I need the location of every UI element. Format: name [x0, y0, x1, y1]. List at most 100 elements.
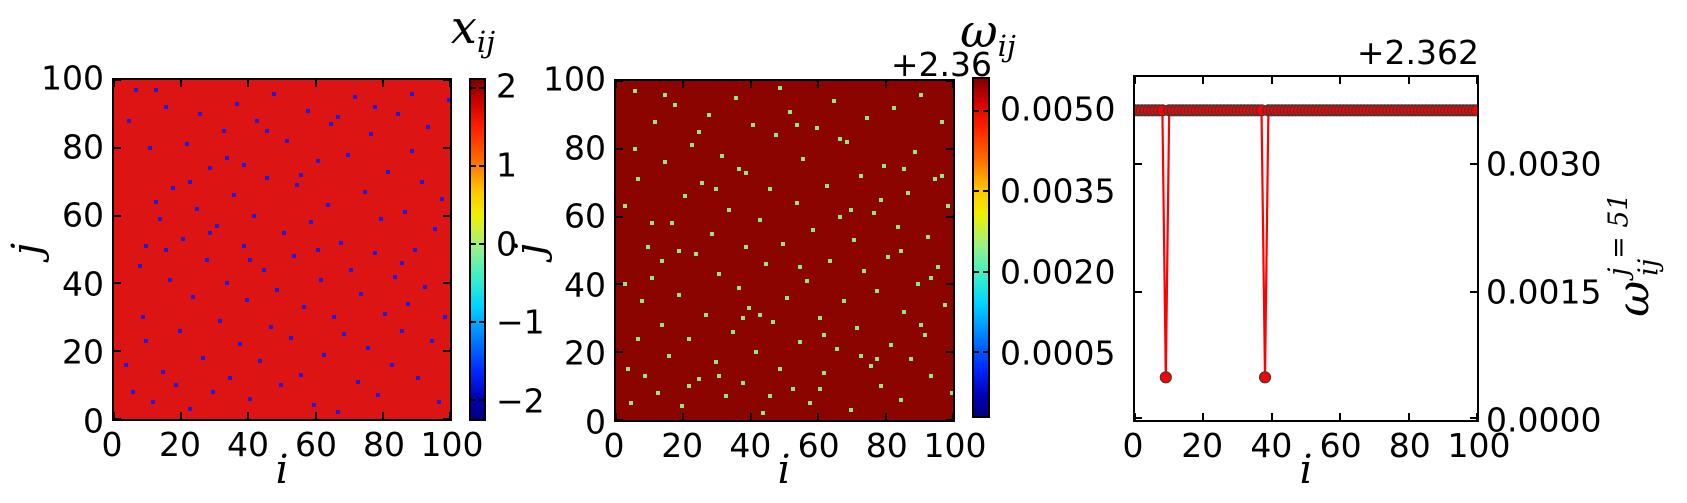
heatmap-cell-dot	[382, 311, 387, 316]
x-tick-mark	[952, 81, 953, 88]
heatmap-cell-dot	[706, 112, 711, 117]
heatmap-cell-dot	[636, 177, 641, 182]
heatmap-cell-dot	[673, 102, 678, 107]
y-tick-mark	[616, 351, 623, 354]
x-tick-label: 80	[1388, 426, 1431, 465]
heatmap-cell-dot	[818, 387, 823, 392]
heatmap-cell-dot	[302, 305, 307, 310]
y-tick-label: 80	[62, 127, 104, 167]
heatmap-cell-dot	[622, 282, 627, 287]
heatmap-cell-dot	[315, 247, 320, 252]
heatmap-cell-dot	[767, 187, 772, 192]
heatmap-cell-dot	[750, 123, 755, 128]
heatmap-cell-dot	[858, 173, 863, 178]
heatmap-cell-dot	[436, 400, 441, 405]
x-tick-mark	[314, 80, 317, 87]
x-tick-label: 60	[1319, 426, 1362, 465]
heatmap-cell-dot	[164, 247, 169, 252]
colorbar-tick-mark	[471, 320, 476, 323]
colorbar-tick-mark	[479, 320, 484, 323]
y-tick-mark	[1135, 417, 1142, 419]
heatmap-cell-dot	[392, 274, 397, 279]
x-tick-mark	[314, 412, 317, 419]
x-tick-mark	[1407, 413, 1410, 420]
heatmap-cell-dot	[794, 201, 799, 206]
heatmap-cell-dot	[402, 210, 407, 215]
heatmap-cell-dot	[181, 237, 186, 242]
colorbar-tick-label: 0.0050	[1000, 89, 1116, 129]
heatmap-cell-dot	[835, 346, 840, 351]
line-plot-canvas	[1135, 104, 1477, 384]
heatmap-cell-dot	[345, 152, 350, 157]
colorbar-tick-mark	[983, 350, 988, 353]
y-tick-mark	[616, 419, 623, 420]
y-tick-mark	[114, 80, 121, 81]
y-tick-mark	[1135, 291, 1142, 293]
x-tick-mark	[180, 412, 183, 419]
heatmap-cell-dot	[821, 333, 826, 338]
colorbar-tick-mark	[974, 190, 979, 193]
heatmap-cell-dot	[922, 333, 927, 338]
y-tick-mark	[1470, 417, 1477, 419]
heatmap-cell-dot	[198, 111, 202, 116]
heatmap-cell-dot	[936, 265, 941, 270]
heatmap-cell-dot	[423, 284, 428, 289]
heatmap-cell-dot	[747, 306, 752, 311]
x-tick-mark	[1202, 77, 1205, 84]
x-tick-label: 60	[295, 425, 337, 464]
heatmap-cell-dot	[386, 169, 391, 174]
heatmap-cell-dot	[939, 173, 944, 178]
heatmap-cell-dot	[446, 98, 450, 103]
heatmap-cell-dot	[713, 360, 718, 365]
heatmap-cell-dot	[888, 343, 893, 348]
heatmap-cell-dot	[649, 221, 654, 226]
x-axis-label-xij: i	[275, 447, 289, 493]
heatmap-cell-dot	[137, 264, 142, 269]
heatmap-cell-dot	[214, 223, 219, 228]
heatmap-cell-dot	[777, 367, 782, 372]
heatmap-cell-dot	[781, 241, 786, 246]
x-tick-mark	[1407, 77, 1410, 84]
heatmap-cell-dot	[224, 281, 229, 286]
x-tick-mark	[682, 81, 685, 88]
heatmap-cell-dot	[187, 406, 192, 411]
y-tick-mark	[443, 350, 450, 353]
heatmap-cell-dot	[787, 109, 792, 114]
x-tick-mark	[247, 412, 250, 419]
heatmap-cell-dot	[696, 129, 701, 134]
x-tick-mark	[1339, 413, 1342, 420]
heatmap-cell-dot	[686, 384, 691, 389]
y-tick-mark	[946, 81, 953, 82]
heatmap-cell-dot	[659, 258, 664, 263]
x-tick-mark	[682, 413, 685, 420]
heatmap-cell-dot	[653, 119, 658, 124]
heatmap-cell-dot	[632, 146, 637, 151]
x-tick-mark	[749, 413, 752, 420]
heatmap-cell-dot	[154, 200, 159, 205]
colorbar-tick-label: 0.0035	[1000, 171, 1116, 211]
heatmap-cell-dot	[406, 301, 411, 306]
heatmap-cell-dot	[248, 257, 253, 262]
heatmap-cell-dot	[811, 228, 816, 233]
heatmap-cell-dot	[130, 389, 135, 394]
heatmap-wij-plot-area	[614, 79, 955, 422]
y-tick-mark	[443, 282, 450, 285]
heatmap-cell-dot	[265, 128, 270, 133]
heatmap-cell-dot	[774, 133, 779, 138]
y-tick-label: 40	[564, 265, 606, 305]
heatmap-cell-dot	[171, 186, 176, 191]
heatmap-cell-dot	[801, 156, 806, 161]
heatmap-cell-dot	[757, 217, 762, 222]
heatmap-cell-dot	[426, 125, 431, 130]
x-tick-mark	[616, 81, 617, 88]
y-tick-mark	[1470, 163, 1477, 166]
y-tick-mark	[443, 146, 450, 149]
x-tick-mark	[180, 80, 183, 87]
x-tick-mark	[114, 412, 115, 419]
heatmap-cell-dot	[312, 403, 317, 408]
heatmap-cell-dot	[784, 295, 789, 300]
heatmap-cell-dot	[335, 115, 340, 120]
heatmap-cell-dot	[659, 323, 664, 328]
colorbar-tick-mark	[471, 398, 476, 401]
heatmap-cell-dot	[295, 183, 300, 188]
